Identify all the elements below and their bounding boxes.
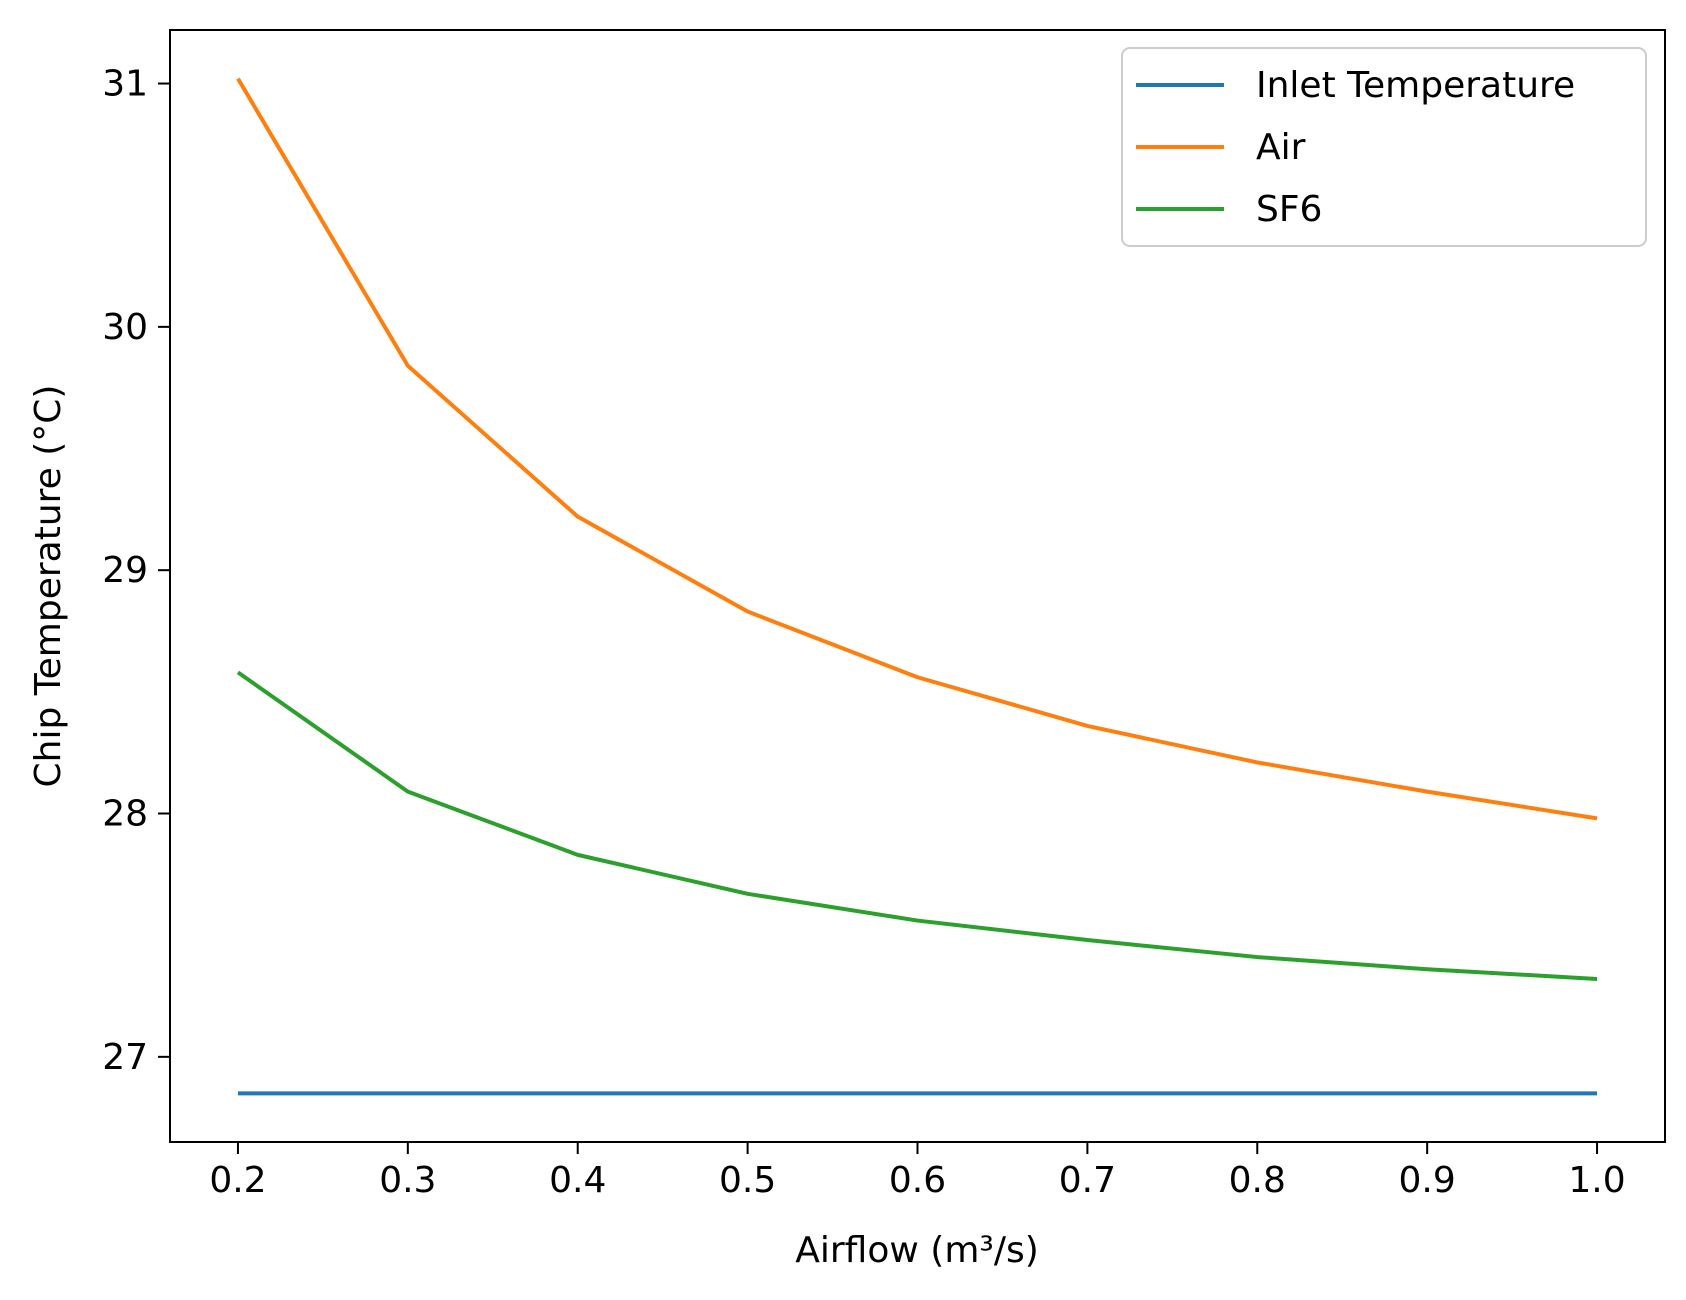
x-tick-label: 0.3 <box>379 1160 436 1201</box>
y-axis-label: Chip Temperature (°C) <box>28 385 69 788</box>
y-tick-label: 31 <box>102 64 148 105</box>
y-tick-label: 28 <box>102 794 148 835</box>
x-tick-label: 1.0 <box>1568 1160 1625 1201</box>
legend-items: Inlet Temperature Air SF6 <box>1136 65 1575 230</box>
x-tick-label: 0.9 <box>1399 1160 1456 1201</box>
legend: Inlet Temperature Air SF6 <box>1121 47 1647 247</box>
series-lines <box>236 77 1598 1096</box>
y-axis-ticks: 27 28 29 30 31 <box>102 64 170 1078</box>
legend-box <box>1121 47 1647 247</box>
x-axis-ticks: 0.2 0.3 0.4 0.5 0.6 0.7 0.8 0.9 1.0 <box>209 1142 1626 1201</box>
y-tick-label: 27 <box>102 1037 148 1078</box>
x-tick-label: 0.5 <box>719 1160 776 1201</box>
x-tick-label: 0.8 <box>1229 1160 1286 1201</box>
x-tick-label: 0.2 <box>209 1160 266 1201</box>
x-tick-label: 0.4 <box>549 1160 606 1201</box>
series-line-2 <box>236 77 1598 821</box>
legend-label-1: Inlet Temperature <box>1256 65 1575 106</box>
y-tick-label: 30 <box>102 307 148 348</box>
legend-label-3: SF6 <box>1256 189 1322 230</box>
series-line-3 <box>236 670 1598 981</box>
legend-label-2: Air <box>1256 127 1306 168</box>
x-tick-label: 0.7 <box>1059 1160 1116 1201</box>
x-tick-label: 0.6 <box>889 1160 946 1201</box>
x-axis-label: Airflow (m³/s) <box>795 1230 1039 1271</box>
y-tick-label: 29 <box>102 550 148 591</box>
